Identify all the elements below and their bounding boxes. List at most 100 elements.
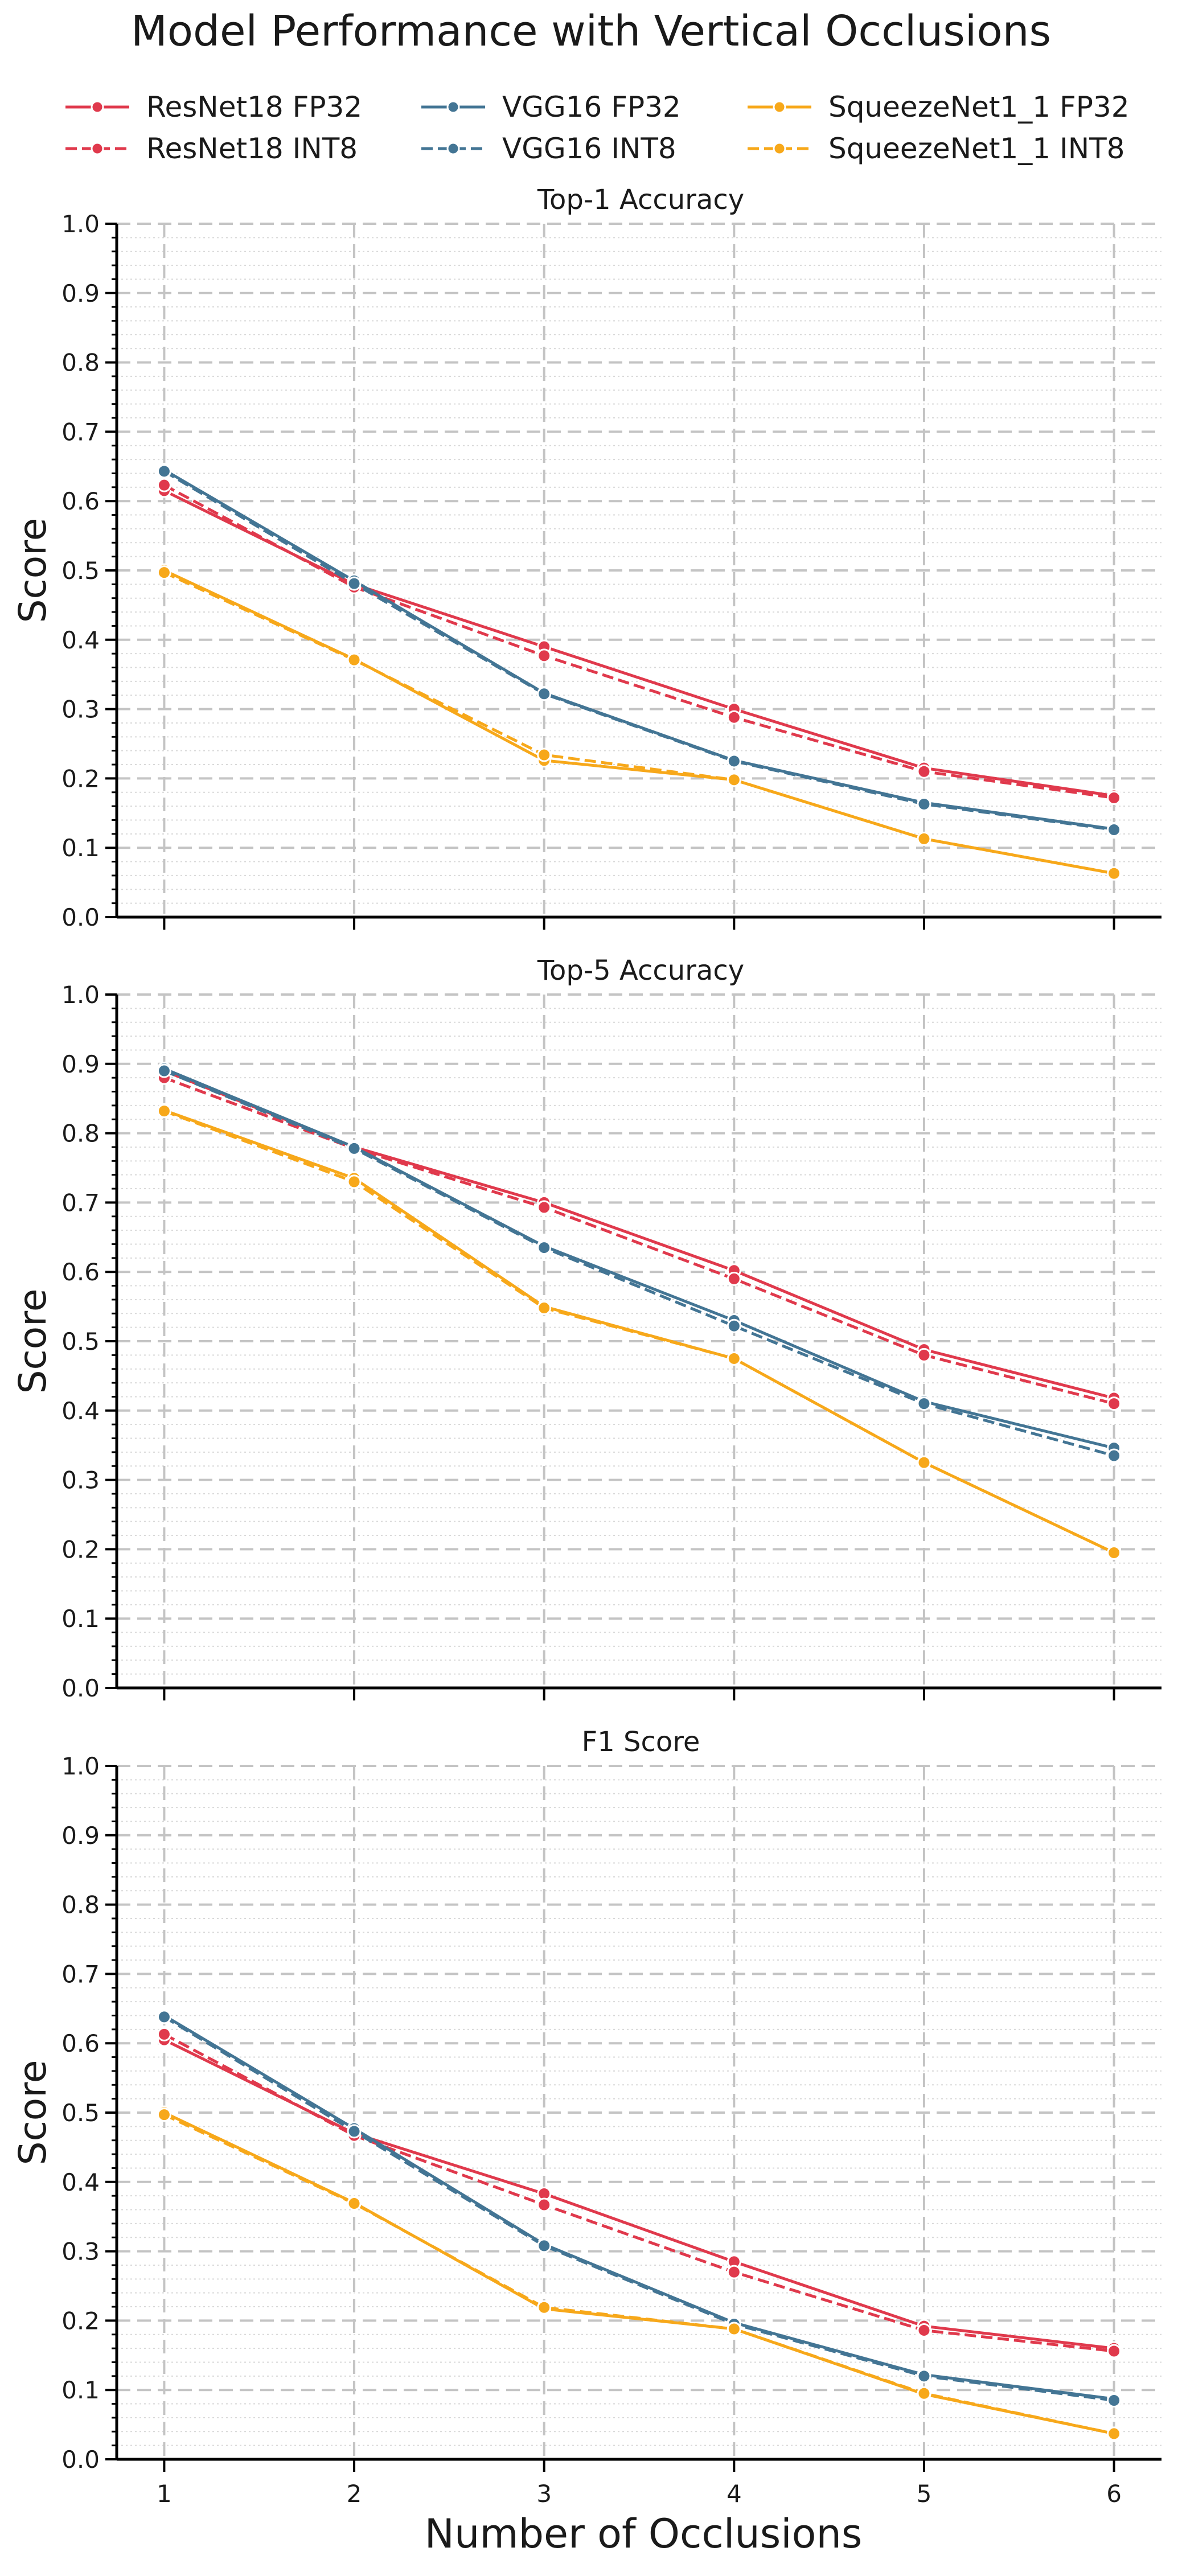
y-tick-label: 0.3 bbox=[61, 1466, 100, 1494]
data-point bbox=[727, 1351, 741, 1366]
y-tick-label: 0.2 bbox=[61, 1535, 100, 1563]
data-point bbox=[727, 1271, 741, 1286]
data-point bbox=[537, 1200, 552, 1215]
x-axis-label: Number of Occlusions bbox=[425, 2511, 863, 2557]
legend-swatch-marker bbox=[91, 142, 104, 155]
data-point bbox=[727, 2265, 741, 2279]
y-tick-label: 0.0 bbox=[61, 1674, 100, 1702]
data-point bbox=[537, 2197, 552, 2212]
chart-title: Model Performance with Vertical Occlusio… bbox=[131, 7, 1051, 56]
data-point bbox=[917, 2323, 931, 2337]
y-tick-label: 0.8 bbox=[61, 1120, 100, 1148]
legend-label: VGG16 INT8 bbox=[502, 132, 676, 165]
data-point bbox=[727, 754, 741, 769]
data-point bbox=[157, 478, 171, 492]
y-axis-label: Score bbox=[11, 518, 55, 623]
y-tick-label: 0.6 bbox=[61, 487, 100, 515]
y-tick-label: 0.0 bbox=[61, 2446, 100, 2474]
legend-item: ResNet18 INT8 bbox=[65, 132, 358, 165]
x-tick-label: 5 bbox=[917, 2480, 932, 2508]
data-point bbox=[917, 1396, 931, 1411]
data-point bbox=[347, 2196, 362, 2211]
y-tick-label: 0.4 bbox=[61, 2168, 100, 2196]
series-line bbox=[163, 1110, 1115, 1554]
data-point bbox=[727, 710, 741, 725]
y-tick-label: 1.0 bbox=[61, 210, 100, 238]
y-tick-label: 0.1 bbox=[61, 1605, 100, 1633]
data-point bbox=[157, 2107, 171, 2122]
legend-item: VGG16 INT8 bbox=[421, 132, 676, 165]
y-tick-label: 0.5 bbox=[61, 2099, 100, 2127]
panel-title: Top-1 Accuracy bbox=[537, 184, 744, 216]
data-point bbox=[917, 831, 931, 846]
series-resnet18-int8 bbox=[157, 2027, 1122, 2359]
y-tick-label: 0.2 bbox=[61, 765, 100, 792]
data-point bbox=[917, 2369, 931, 2384]
x-tick-label: 2 bbox=[347, 2480, 362, 2508]
legend-item: VGG16 FP32 bbox=[421, 91, 681, 124]
data-point bbox=[347, 1141, 362, 1156]
data-point bbox=[537, 2238, 552, 2253]
data-point bbox=[347, 576, 362, 591]
legend-swatch-marker bbox=[446, 100, 460, 114]
legend-label: SqueezeNet1_1 FP32 bbox=[828, 91, 1130, 124]
y-tick-label: 0.5 bbox=[61, 557, 100, 585]
legend-swatch-marker bbox=[446, 142, 460, 155]
data-point bbox=[1107, 866, 1122, 881]
series-vgg16-int8 bbox=[157, 464, 1122, 837]
panel-2: 0.0 0.1 0.2 0.3 0.4 0.5 0.6 0.7 0.8 0.9 1.0 Top-5 A… bbox=[11, 955, 1162, 1702]
legend-item: ResNet18 FP32 bbox=[65, 91, 362, 124]
y-tick-label: 0.9 bbox=[61, 1822, 100, 1850]
series-line bbox=[163, 2033, 1114, 2353]
data-point bbox=[537, 747, 552, 762]
data-point bbox=[157, 2010, 171, 2024]
data-point bbox=[1107, 791, 1122, 806]
x-tick-label: 3 bbox=[536, 2480, 552, 2508]
data-point bbox=[917, 2386, 931, 2401]
data-point bbox=[537, 687, 552, 701]
data-point bbox=[157, 1063, 171, 1078]
series-squeezenet1-1-int8 bbox=[157, 565, 1122, 881]
data-point bbox=[347, 2124, 362, 2139]
data-point bbox=[917, 1455, 931, 1470]
y-tick-label: 0.5 bbox=[61, 1328, 100, 1355]
data-point bbox=[537, 648, 552, 663]
legend-label: ResNet18 INT8 bbox=[146, 132, 358, 165]
y-tick-label: 0.3 bbox=[61, 2238, 100, 2266]
y-tick-label: 0.3 bbox=[61, 696, 100, 724]
legend-label: ResNet18 FP32 bbox=[146, 91, 362, 124]
data-point bbox=[1107, 1448, 1122, 1463]
legend-item: SqueezeNet1_1 FP32 bbox=[748, 91, 1130, 124]
y-axis-label: Score bbox=[11, 2060, 55, 2166]
data-point bbox=[537, 2300, 552, 2315]
data-point bbox=[727, 1318, 741, 1333]
data-point bbox=[347, 652, 362, 667]
series-line bbox=[163, 470, 1114, 832]
series-line bbox=[163, 483, 1114, 799]
series-squeezenet1-1-int8 bbox=[157, 2107, 1122, 2441]
y-tick-label: 1.0 bbox=[61, 981, 100, 1009]
panel-3: 0.0 0.1 0.2 0.3 0.4 0.5 0.6 0.7 0.8 0.9 1.0 1 2 3 4 5 6 F… bbox=[11, 1726, 1162, 2508]
data-point bbox=[537, 1240, 552, 1255]
x-tick-label: 6 bbox=[1106, 2480, 1122, 2508]
x-tick-label: 4 bbox=[727, 2480, 742, 2508]
y-tick-label: 0.2 bbox=[61, 2307, 100, 2335]
y-tick-label: 0.9 bbox=[61, 1050, 100, 1078]
series-line bbox=[163, 571, 1115, 875]
data-point bbox=[347, 1174, 362, 1189]
data-point bbox=[727, 2322, 741, 2336]
legend-swatch-marker bbox=[773, 100, 786, 114]
panel-title: F1 Score bbox=[582, 1726, 700, 1758]
panel-title: Top-5 Accuracy bbox=[537, 955, 744, 987]
y-tick-label: 0.0 bbox=[61, 903, 100, 931]
y-tick-label: 0.1 bbox=[61, 834, 100, 862]
series-line bbox=[163, 2113, 1115, 2435]
data-point bbox=[1107, 2344, 1122, 2359]
panel-1: 0.0 0.1 0.2 0.3 0.4 0.5 0.6 0.7 0.8 0.9 1.0 Top-1 A… bbox=[11, 184, 1162, 931]
legend-label: SqueezeNet1_1 INT8 bbox=[828, 132, 1124, 165]
y-tick-label: 0.1 bbox=[61, 2376, 100, 2404]
legend-swatch-marker bbox=[773, 142, 786, 155]
data-point bbox=[917, 1347, 931, 1362]
